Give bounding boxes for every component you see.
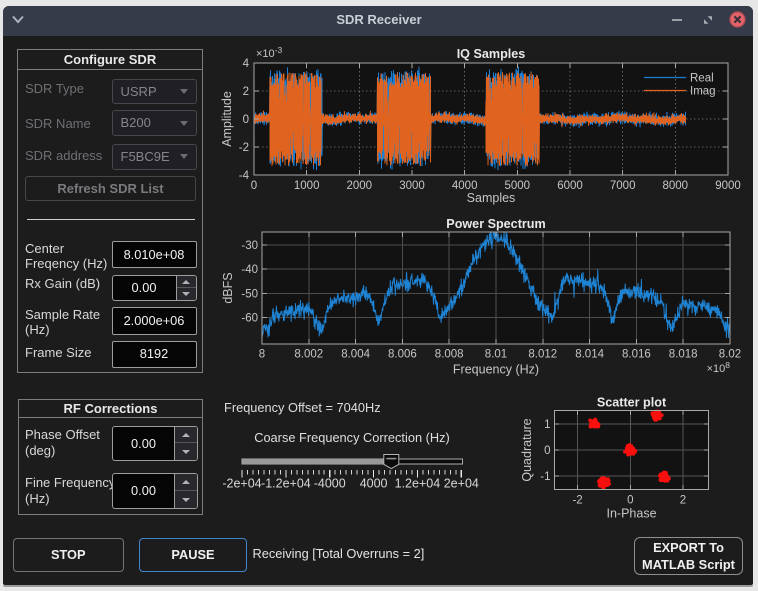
- svg-text:×108: ×108: [707, 360, 731, 375]
- svg-text:Scatter plot: Scatter plot: [597, 396, 667, 410]
- svg-text:8000: 8000: [663, 180, 689, 192]
- svg-text:Samples: Samples: [467, 191, 516, 205]
- svg-text:3000: 3000: [399, 180, 425, 192]
- svg-text:dBFS: dBFS: [221, 272, 235, 303]
- svg-text:IQ Samples: IQ Samples: [457, 47, 526, 61]
- svg-text:9000: 9000: [715, 180, 741, 192]
- svg-text:×10-3: ×10-3: [256, 45, 283, 60]
- svg-text:Power Spectrum: Power Spectrum: [446, 217, 545, 231]
- svg-text:8.014: 8.014: [575, 349, 604, 361]
- svg-text:0: 0: [251, 180, 257, 192]
- svg-text:8.004: 8.004: [341, 349, 370, 361]
- svg-text:8.012: 8.012: [528, 349, 557, 361]
- svg-text:8: 8: [259, 349, 265, 361]
- svg-text:-60: -60: [241, 313, 258, 325]
- svg-text:-2: -2: [239, 142, 249, 154]
- svg-text:-4: -4: [239, 170, 250, 182]
- svg-text:8.02: 8.02: [719, 349, 741, 361]
- svg-text:0: 0: [544, 445, 550, 457]
- svg-text:8.008: 8.008: [435, 349, 464, 361]
- svg-text:4000: 4000: [452, 180, 478, 192]
- svg-text:Real: Real: [690, 73, 714, 85]
- svg-text:8.01: 8.01: [485, 349, 507, 361]
- svg-text:1000: 1000: [294, 180, 320, 192]
- svg-text:4000: 4000: [360, 477, 388, 491]
- svg-text:1: 1: [544, 419, 550, 431]
- svg-text:-30: -30: [241, 240, 258, 252]
- svg-text:In-Phase: In-Phase: [606, 507, 656, 521]
- svg-text:Frequency (Hz): Frequency (Hz): [453, 363, 539, 377]
- svg-text:2000: 2000: [347, 180, 373, 192]
- svg-text:1.2e+04: 1.2e+04: [395, 477, 441, 491]
- svg-text:Amplitude: Amplitude: [220, 91, 234, 147]
- svg-text:2e+04: 2e+04: [444, 477, 479, 491]
- svg-text:Imag: Imag: [690, 86, 716, 98]
- svg-text:0: 0: [243, 114, 249, 126]
- svg-text:6000: 6000: [557, 180, 583, 192]
- svg-text:5000: 5000: [505, 180, 531, 192]
- svg-text:8.006: 8.006: [388, 349, 417, 361]
- svg-text:Quadrature: Quadrature: [520, 418, 534, 481]
- svg-text:4: 4: [243, 58, 250, 70]
- svg-text:7000: 7000: [610, 180, 636, 192]
- svg-text:-4000: -4000: [314, 477, 346, 491]
- svg-text:8.016: 8.016: [622, 349, 651, 361]
- svg-text:-1: -1: [540, 471, 550, 483]
- svg-text:0: 0: [627, 495, 633, 507]
- svg-text:2: 2: [680, 495, 686, 507]
- svg-text:2: 2: [243, 86, 249, 98]
- svg-text:-1.2e+04: -1.2e+04: [261, 477, 311, 491]
- svg-text:-50: -50: [241, 288, 258, 300]
- svg-text:8.002: 8.002: [294, 349, 323, 361]
- svg-text:8.018: 8.018: [669, 349, 698, 361]
- svg-text:-40: -40: [241, 264, 258, 276]
- svg-text:-2e+04: -2e+04: [222, 477, 261, 491]
- svg-text:-2: -2: [572, 495, 582, 507]
